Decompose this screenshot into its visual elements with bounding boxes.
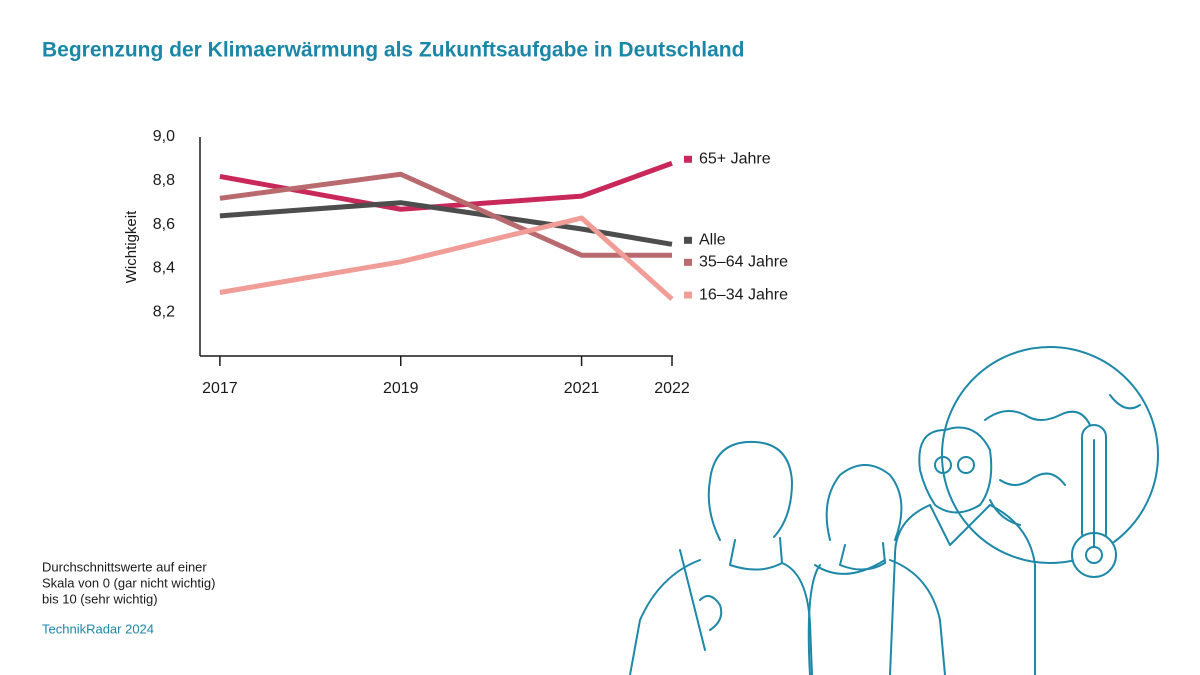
source: TechnikRadar 2024 — [42, 621, 154, 636]
chart-title: Begrenzung der Klimaerwärmung als Zukunf… — [42, 39, 744, 62]
legend-swatch — [684, 258, 692, 266]
x-tick-label: 2019 — [383, 380, 419, 397]
x-tick-label: 2021 — [564, 380, 600, 397]
y-tick-label: 8,8 — [153, 172, 175, 189]
x-tick-label: 2022 — [654, 380, 690, 397]
y-tick-label: 8,6 — [153, 216, 175, 233]
legend-swatch — [684, 236, 692, 244]
y-tick-label: 9,0 — [153, 128, 175, 145]
note-line: Skala von 0 (gar nicht wichtig) — [42, 575, 215, 590]
line — [219, 160, 673, 212]
y-tick-label: 8,4 — [153, 260, 175, 277]
illustration — [629, 346, 1159, 675]
legend-label: 35–64 Jahre — [699, 254, 788, 271]
note-line: Durchschnittswerte auf einer — [42, 559, 207, 574]
legend-label: 65+ Jahre — [699, 150, 771, 167]
note-line: bis 10 (sehr wichtig) — [42, 591, 158, 606]
line — [219, 215, 674, 301]
legend-label: 16–34 Jahre — [699, 286, 788, 303]
x-tick-label: 2017 — [202, 380, 238, 397]
y-tick-label: 8,2 — [153, 303, 175, 320]
y-axis-label: Wichtigkeit — [123, 210, 140, 283]
legend-swatch — [684, 291, 692, 299]
legend-label: Alle — [699, 232, 726, 249]
legend-swatch — [684, 155, 692, 163]
